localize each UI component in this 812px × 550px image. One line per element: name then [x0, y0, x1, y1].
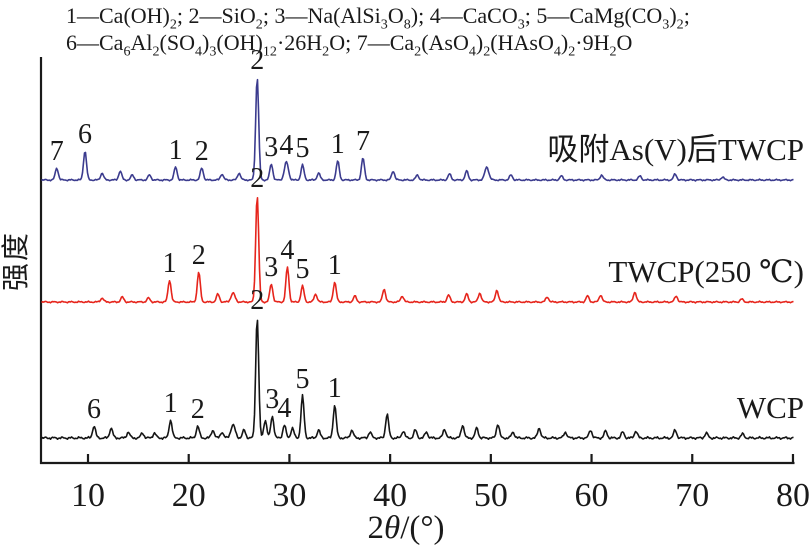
legend-line-2: 6—Ca6Al2(SO4)3(OH)12·26H2O; 7—Ca2(AsO4)2…	[66, 30, 633, 60]
phase-legend: 1—Ca(OH)2; 2—SiO2; 3—Na(AlSi3O8); 4—CaCO…	[66, 2, 690, 60]
peak-label: 2	[250, 45, 264, 76]
peak-label: 1	[328, 250, 342, 281]
x-tick-label: 10	[71, 477, 105, 514]
peak-label: 2	[250, 163, 264, 194]
peak-label: 7	[356, 126, 370, 157]
peak-label: 1	[328, 373, 342, 404]
peak-label: 2	[191, 394, 205, 425]
xrd-curve-0	[41, 78, 794, 182]
series-label-0: 吸附As(V)后TWCP	[547, 132, 804, 167]
peak-label: 6	[87, 394, 101, 425]
peak-label: 6	[78, 119, 92, 150]
x-tick-label: 60	[575, 477, 609, 514]
x-tick-label: 20	[172, 477, 206, 514]
x-tick-label: 70	[675, 477, 709, 514]
peak-label: 5	[296, 364, 310, 395]
peak-label: 2	[192, 240, 206, 271]
peak-label: 2	[195, 136, 209, 167]
series-label-1: TWCP(250 ℃)	[608, 254, 804, 289]
peak-label: 1	[169, 135, 183, 166]
xrd-curve-2	[40, 319, 794, 440]
x-tick-label: 30	[272, 477, 306, 514]
peak-label: 5	[296, 133, 310, 164]
peak-label: 5	[296, 254, 310, 285]
peak-label: 1	[164, 388, 178, 419]
peak-label: 4	[279, 130, 293, 161]
xrd-curve-1	[41, 197, 794, 304]
peak-label: 4	[280, 235, 294, 266]
legend-line-1: 1—Ca(OH)2; 2—SiO2; 3—Na(AlSi3O8); 4—CaCO…	[66, 3, 690, 33]
x-tick-label: 80	[776, 477, 810, 514]
peak-label: 7	[50, 136, 64, 167]
peak-label: 3	[264, 252, 278, 283]
x-axis-label: 2θ/(°)	[367, 510, 445, 546]
x-tick-label: 40	[373, 477, 407, 514]
peak-label: 3	[265, 384, 279, 415]
peak-label: 1	[331, 129, 345, 160]
peak-label: 4	[277, 393, 291, 424]
x-tick-label: 50	[474, 477, 508, 514]
peak-label: 2	[250, 285, 264, 316]
series-label-2: WCP	[737, 390, 804, 425]
peak-label: 1	[163, 248, 177, 279]
peak-label: 3	[264, 132, 278, 163]
y-axis-label: 强度	[1, 231, 32, 292]
